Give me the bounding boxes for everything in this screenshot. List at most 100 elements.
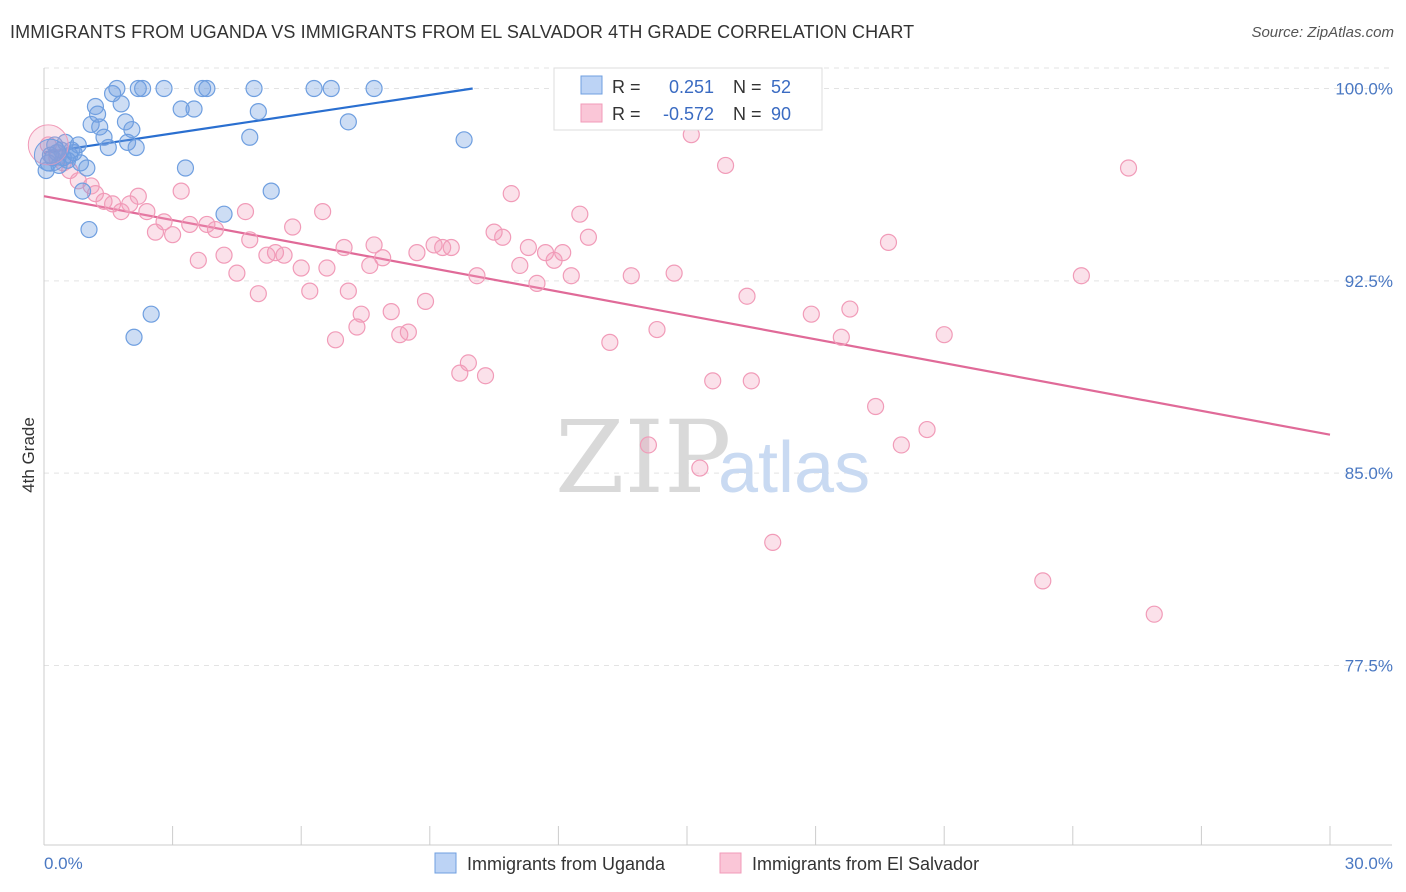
bottom-legend-swatch-uganda — [434, 852, 457, 874]
point-uganda — [123, 120, 141, 139]
point-elsalvador — [275, 246, 293, 264]
point-elsalvador — [892, 436, 910, 454]
point-elsalvador — [228, 264, 246, 282]
point-elsalvador — [494, 228, 512, 246]
y-tick-label: 100.0% — [1335, 80, 1393, 99]
point-elsalvador — [832, 328, 850, 346]
point-elsalvador — [742, 372, 760, 390]
point-elsalvador — [716, 156, 735, 175]
point-uganda — [80, 220, 98, 239]
point-elsalvador — [639, 436, 658, 454]
point-uganda — [262, 182, 280, 200]
point-uganda — [142, 305, 160, 323]
legend-swatch-elsalvador — [580, 103, 603, 123]
point-uganda — [91, 118, 109, 136]
point-uganda — [249, 102, 267, 121]
point-elsalvador — [802, 305, 820, 323]
trend-lines — [43, 87, 1331, 436]
point-elsalvador — [206, 220, 225, 239]
x-tick-label: 0.0% — [44, 854, 83, 873]
point-uganda — [125, 328, 143, 346]
point-uganda — [155, 79, 173, 98]
point-uganda — [88, 105, 107, 123]
point-elsalvador — [601, 333, 619, 351]
point-uganda — [198, 79, 216, 98]
y-tick-label: 77.5% — [1345, 656, 1393, 675]
point-elsalvador — [918, 420, 936, 439]
point-elsalvador — [155, 213, 173, 231]
point-uganda — [172, 100, 190, 118]
point-elsalvador — [164, 226, 182, 244]
point-elsalvador — [326, 331, 345, 349]
point-uganda — [365, 79, 383, 98]
series-legend: Immigrants from Uganda Immigrants from E… — [434, 852, 979, 874]
point-elsalvador — [215, 246, 233, 264]
point-elsalvador — [181, 215, 199, 234]
y-tick-label: 85.0% — [1345, 464, 1393, 483]
source-label: Source: ZipAtlas.com — [1251, 24, 1394, 41]
point-elsalvador — [27, 124, 69, 166]
point-uganda — [305, 79, 323, 98]
point-elsalvador — [314, 203, 332, 221]
point-uganda — [455, 131, 473, 149]
point-uganda — [245, 79, 263, 98]
point-elsalvador — [382, 303, 400, 321]
point-uganda — [215, 205, 233, 223]
point-elsalvador — [241, 231, 259, 249]
legend-r-label-1: R = — [612, 77, 641, 97]
legend-n-label-2: N = — [733, 104, 762, 124]
point-uganda — [112, 95, 130, 113]
point-elsalvador — [301, 282, 319, 300]
point-elsalvador — [189, 251, 207, 269]
point-uganda — [194, 79, 212, 98]
point-elsalvador — [236, 203, 255, 221]
y-tick-labels: 77.5% 85.0% 92.5% 100.0% — [1335, 80, 1393, 676]
point-uganda — [78, 159, 96, 177]
legend-n-value-2: 90 — [771, 104, 791, 124]
trend-line-elsalvador — [43, 195, 1331, 436]
point-elsalvador — [648, 320, 666, 339]
bottom-legend-swatch-elsalvador — [719, 852, 742, 874]
axes — [43, 68, 1392, 846]
point-uganda — [95, 128, 113, 146]
point-elsalvador — [579, 228, 598, 246]
point-elsalvador — [374, 249, 392, 267]
point-elsalvador — [867, 397, 885, 416]
point-elsalvador — [339, 282, 357, 300]
point-elsalvador — [129, 187, 147, 205]
point-elsalvador — [528, 274, 546, 293]
point-elsalvador — [361, 256, 379, 275]
point-uganda — [241, 128, 259, 146]
y-tick-label: 92.5% — [1345, 272, 1393, 291]
point-elsalvador — [1145, 605, 1163, 623]
point-uganda — [133, 79, 152, 98]
point-elsalvador — [399, 323, 417, 341]
point-uganda — [99, 138, 117, 157]
point-uganda — [118, 133, 137, 151]
point-uganda — [339, 113, 357, 131]
point-uganda — [33, 138, 67, 172]
point-uganda — [129, 79, 147, 98]
point-elsalvador — [665, 264, 683, 282]
point-elsalvador — [284, 218, 302, 236]
point-elsalvador — [519, 238, 537, 257]
point-elsalvador — [485, 223, 503, 241]
point-elsalvador — [459, 354, 477, 372]
watermark: ZIP atlas — [555, 399, 870, 516]
point-elsalvador — [764, 533, 782, 552]
bottom-legend-label-elsalvador: Immigrants from El Salvador — [752, 854, 979, 874]
point-elsalvador — [408, 244, 426, 262]
point-elsalvador — [704, 372, 722, 390]
point-uganda — [69, 136, 87, 154]
legend-r-label-2: R = — [612, 104, 641, 124]
point-elsalvador — [348, 318, 366, 336]
point-elsalvador — [841, 300, 859, 318]
point-uganda — [108, 79, 126, 98]
point-elsalvador — [1119, 159, 1138, 177]
point-elsalvador — [622, 267, 640, 285]
point-elsalvador — [138, 203, 156, 221]
watermark-atlas: atlas — [718, 428, 870, 508]
watermark-zip: ZIP — [555, 399, 731, 516]
point-uganda — [322, 79, 340, 98]
